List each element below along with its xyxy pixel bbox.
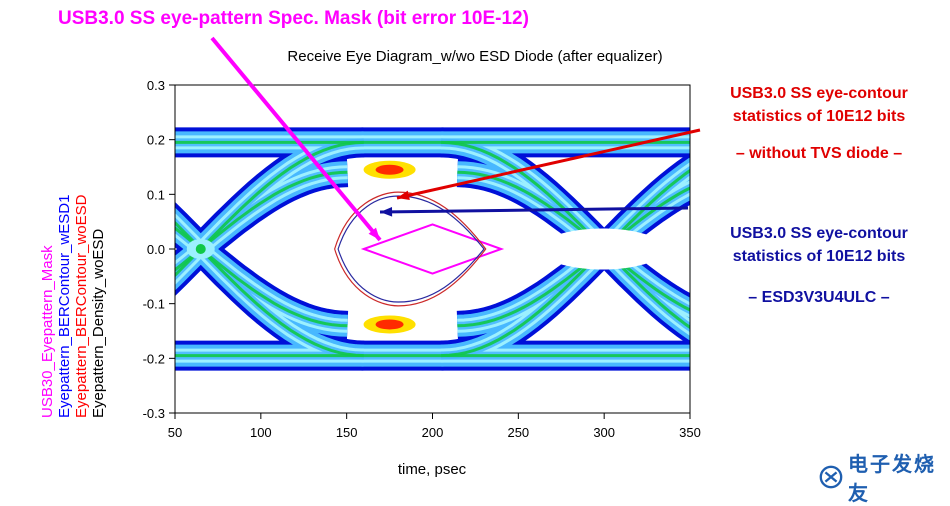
series-Eyepattern_BERContour_woESD xyxy=(334,191,487,307)
legend-label-1: Eyepattern_BERContour_wESD1 xyxy=(56,195,73,418)
y-tick-label-0: 0.3 xyxy=(147,78,165,93)
x-tick-label-150: 150 xyxy=(336,425,358,440)
x-tick-label-250: 250 xyxy=(507,425,529,440)
annotation-with-esd: USB3.0 SS eye-contour statistics of 10E1… xyxy=(694,222,944,309)
arrow-mask-shaft xyxy=(210,36,382,242)
y-tick-label-2: 0.1 xyxy=(147,187,165,202)
annotation-without-line1: USB3.0 SS eye-contour xyxy=(730,85,908,102)
density-layer xyxy=(175,127,690,371)
arrow-layer xyxy=(210,36,701,242)
side-opening-1 xyxy=(532,228,673,270)
hotspot-core-0 xyxy=(375,164,404,175)
x-tick-label-200: 200 xyxy=(422,425,444,440)
eye-opening xyxy=(324,200,510,298)
series-USB30_Eyepattern_Mask xyxy=(360,223,505,275)
arrow-with-shaft xyxy=(379,206,689,214)
x-tick-label-50: 50 xyxy=(168,425,182,440)
logo-icon xyxy=(819,465,843,489)
arrow-with-head xyxy=(380,207,393,217)
crossing-core-0 xyxy=(195,244,206,254)
y-tick-label-3: 0.0 xyxy=(147,242,165,257)
x-tick-label-350: 350 xyxy=(679,425,701,440)
legend-label-2: Eyepattern_BERContour_woESD xyxy=(73,194,90,418)
annotation-with-line1: USB3.0 SS eye-contour xyxy=(730,225,908,242)
arrow-without-head xyxy=(397,190,410,201)
annotation-without-line3: – without TVS diode – xyxy=(735,145,903,162)
x-axis-label: time, psec xyxy=(398,461,467,478)
annotation-without-line2: statistics of 10E12 bits xyxy=(732,108,906,125)
series-Eyepattern_BERContour_wESD1 xyxy=(337,195,485,303)
arrow-mask-head xyxy=(368,227,380,240)
hotspot-core-1 xyxy=(375,319,404,330)
mask-title: USB3.0 SS eye-pattern Spec. Mask (bit er… xyxy=(58,8,529,29)
annotation-without-tvs: USB3.0 SS eye-contour statistics of 10E1… xyxy=(694,82,944,165)
ticks-layer: 50 100 150 200 250 300 350 0.3 0.2 0.1 0.0 -0.1 -0.2… xyxy=(143,78,701,440)
watermark: 电子发烧友 xyxy=(818,448,950,506)
arrow-without-shaft xyxy=(396,128,701,200)
watermark-text: 电子发烧友 xyxy=(847,452,936,505)
x-tick-label-300: 300 xyxy=(593,425,615,440)
y-tick-label-1: 0.2 xyxy=(147,133,165,148)
y-tick-label-4: -0.1 xyxy=(143,297,165,312)
y-tick-label-5: -0.2 xyxy=(143,351,165,366)
legend-layer: USB30_Eyepattern_Mask Eyepattern_BERConto… xyxy=(39,194,107,418)
annotation-with-line2: statistics of 10E12 bits xyxy=(732,248,906,265)
legend-label-0: USB30_Eyepattern_Mask xyxy=(39,245,56,418)
legend-label-3: Eyepattern_Density_woESD xyxy=(90,229,107,418)
x-tick-label-100: 100 xyxy=(250,425,272,440)
eye-diagram-chart: 50 100 150 200 250 300 350 0.3 0.2 0.1 0.0 -0.1 -0.2… xyxy=(39,36,701,478)
chart-title: Receive Eye Diagram_w/wo ESD Diode (afte… xyxy=(287,48,663,65)
y-tick-label-6: -0.3 xyxy=(143,406,165,421)
annotation-with-line3: – ESD3V3U4ULC – xyxy=(748,289,890,306)
contour-layer xyxy=(334,191,505,307)
